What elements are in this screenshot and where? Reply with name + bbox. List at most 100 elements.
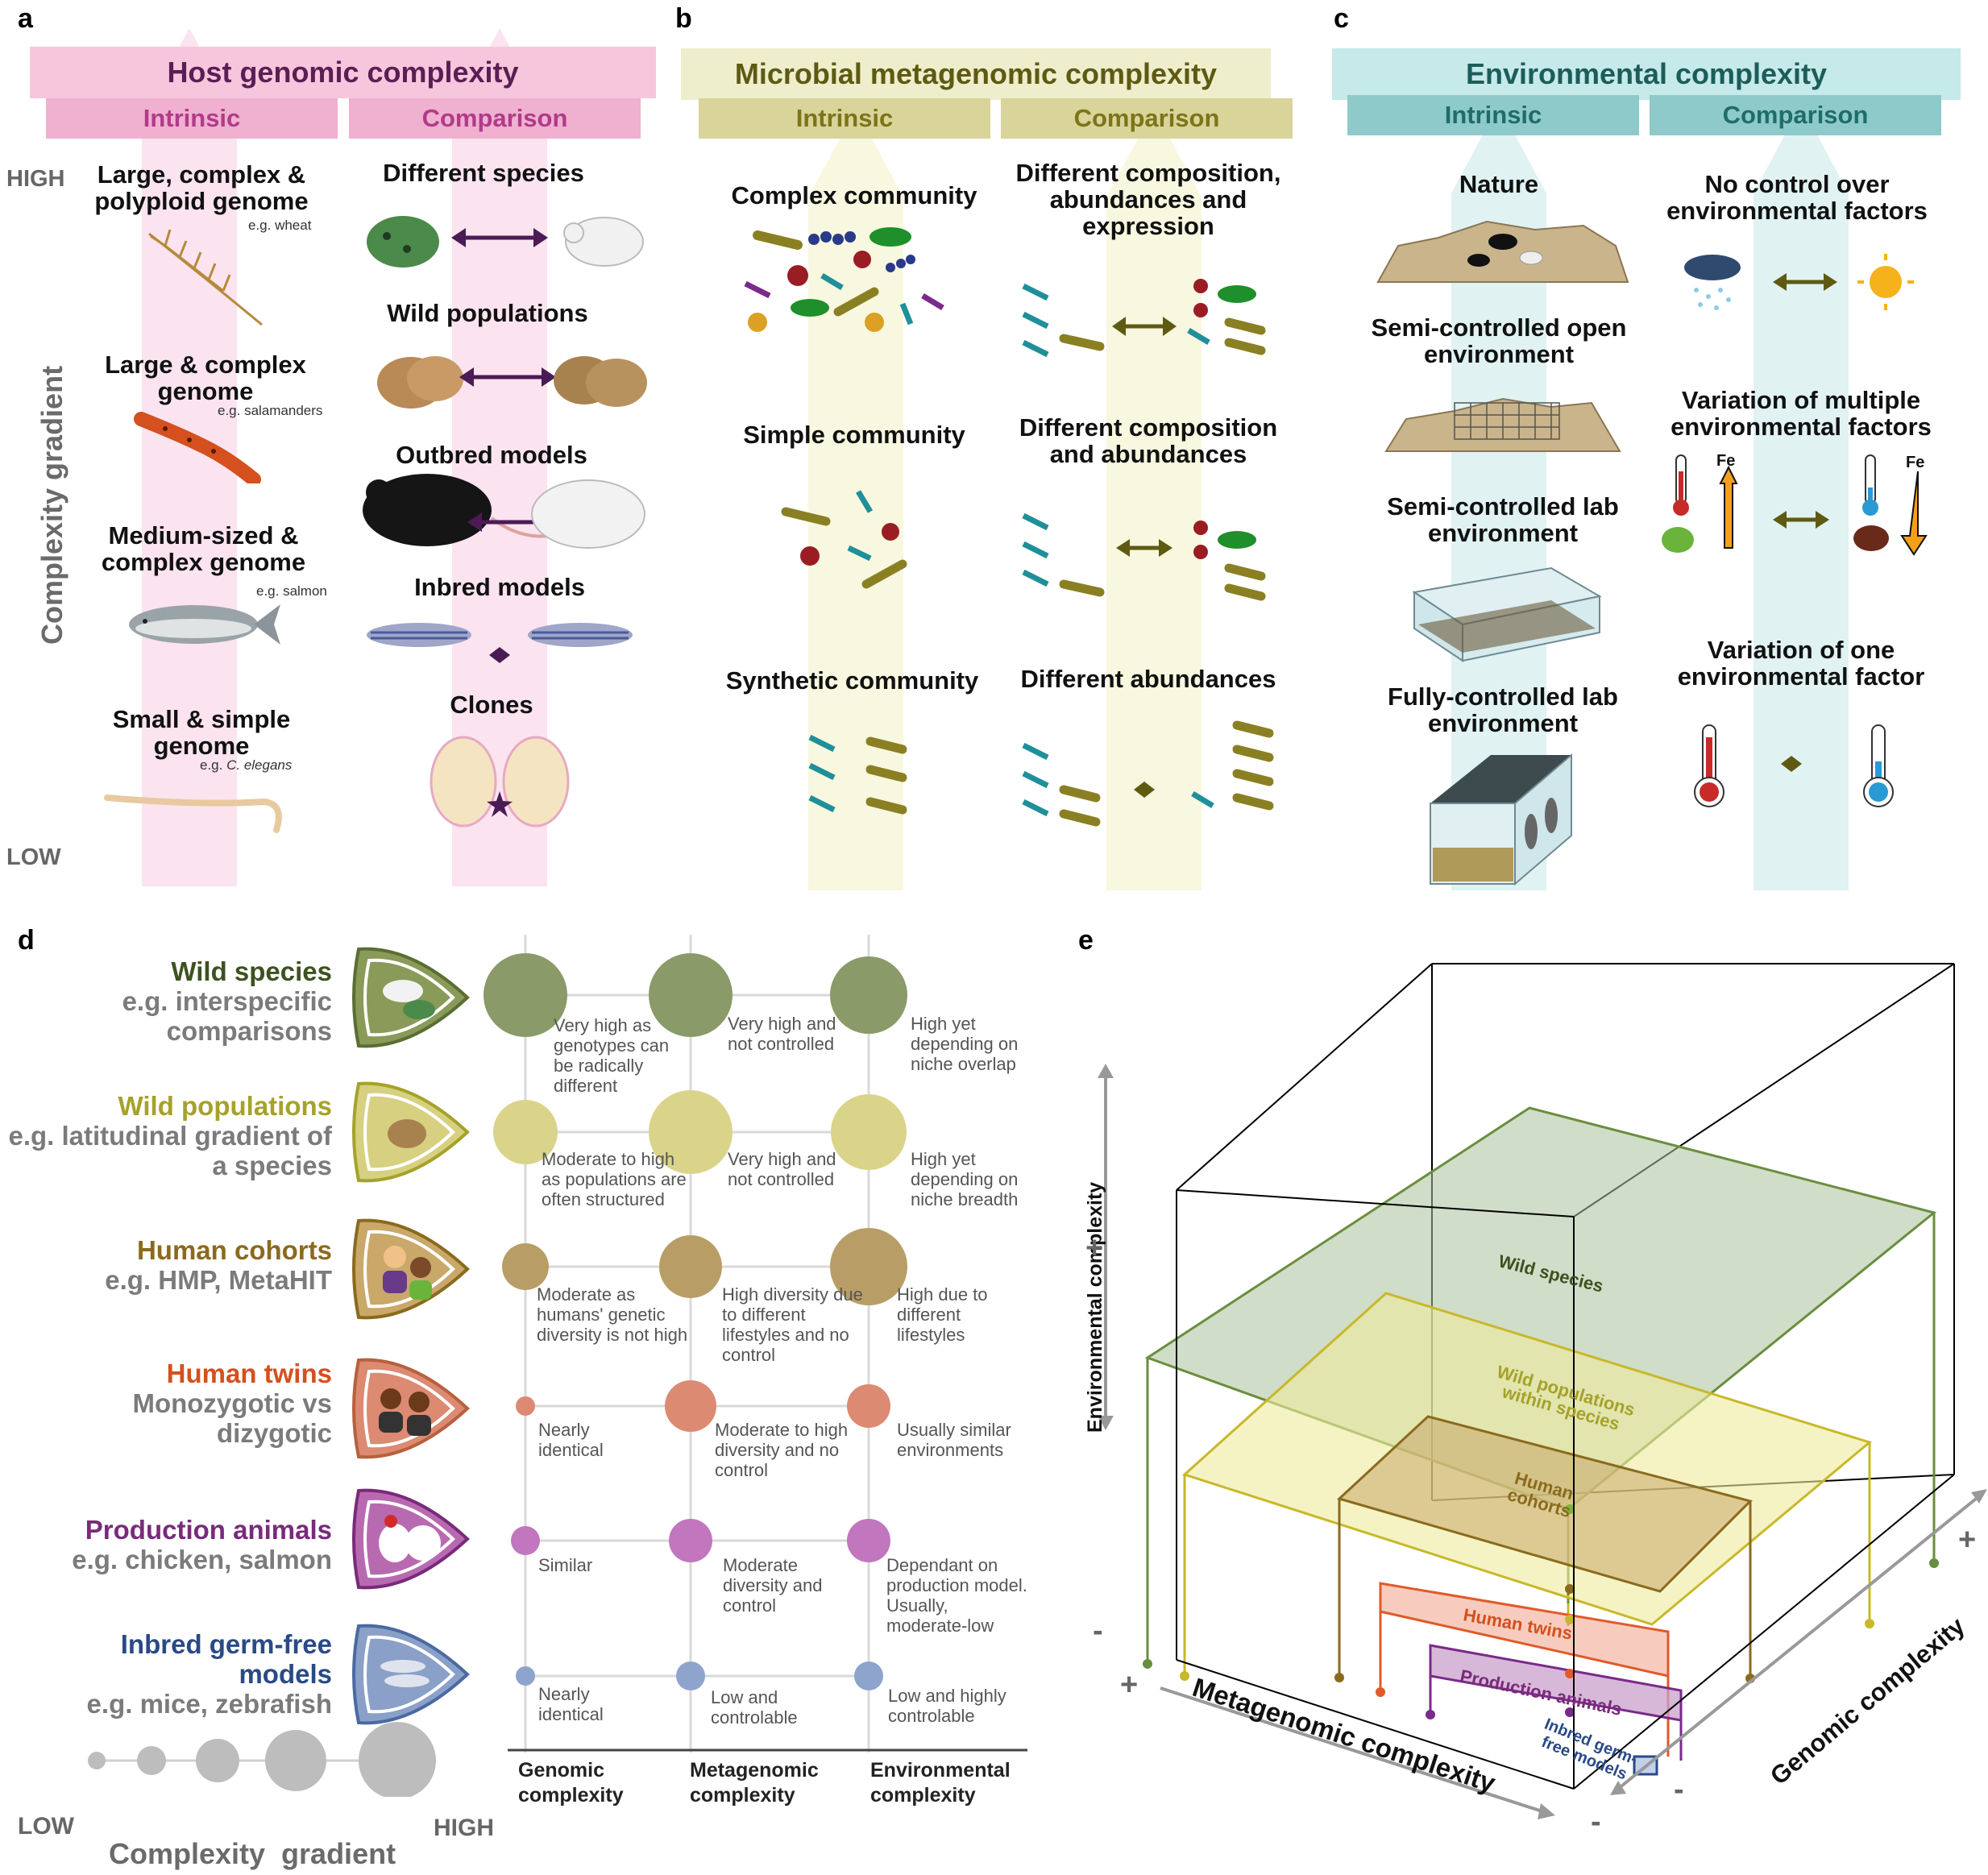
panel-label-e: e bbox=[1078, 925, 1094, 956]
human-cohorts-shield-icon bbox=[352, 1218, 470, 1320]
comparison-gradient-arrow bbox=[452, 28, 547, 886]
bubble-human-cohorts-environmental bbox=[830, 1228, 907, 1305]
host-intrinsic-header: Intrinsic bbox=[46, 98, 338, 139]
bubble-wild-species-environmental bbox=[830, 956, 907, 1034]
bubble-wild-species-metagenomic bbox=[649, 953, 733, 1037]
row-title: Wild populations bbox=[118, 1091, 333, 1121]
row-wild-species-title: Wild species e.g. interspecific comparis… bbox=[66, 956, 332, 1046]
host-intrinsic-item-3: Medium-sized & complex genome bbox=[101, 521, 306, 576]
environmental-intrinsic-arrow bbox=[1451, 105, 1546, 890]
row-subtitle: e.g. HMP, MetaHIT bbox=[105, 1265, 332, 1295]
note-wild-species-environmental: High yet depending on niche overlap bbox=[911, 1014, 1019, 1074]
host-intrinsic-item-1: Large, complex & polyploid genome bbox=[94, 160, 309, 215]
env-comparison-item-2: Variation of multiple environmental fact… bbox=[1671, 386, 1932, 441]
rain-vs-sun-icon bbox=[1684, 254, 1914, 310]
panel-label-c: c bbox=[1334, 3, 1349, 34]
environmental-comparison-arrow bbox=[1754, 105, 1849, 890]
note-inbred-metagenomic: Low and controlable bbox=[711, 1687, 798, 1728]
gen-plus: + bbox=[1958, 1523, 1977, 1557]
legend-high-label: HIGH bbox=[434, 1815, 494, 1841]
column-genomic-complexity: Genomic complexity bbox=[518, 1759, 624, 1807]
host-comparison-item-4: Inbred models bbox=[414, 573, 585, 601]
row-wild-populations-title: Wild populations e.g. latitudinal gradie… bbox=[0, 1091, 332, 1180]
inbred-germ-free-shield-icon bbox=[352, 1624, 470, 1725]
note-wild-species-genomic: Very high as genotypes can be radically … bbox=[554, 1015, 670, 1096]
meta-intrinsic-item-1: Complex community bbox=[731, 181, 977, 209]
env-intrinsic-item-3: Semi-controlled lab environment bbox=[1387, 492, 1619, 547]
host-intrinsic-eg-1: e.g. wheat bbox=[248, 218, 312, 233]
note-inbred-environmental: Low and highly controlable bbox=[888, 1686, 1006, 1726]
complexity-gradient-legend bbox=[88, 1722, 436, 1797]
simple-community-icon bbox=[781, 490, 907, 589]
note-production-animals-genomic: Similar bbox=[538, 1555, 593, 1575]
env-intrinsic-item-4: Fully-controlled lab environment bbox=[1388, 682, 1618, 737]
semi-controlled-lab-icon bbox=[1412, 566, 1602, 662]
metagenomic-intrinsic-arrow bbox=[808, 109, 903, 890]
env-comparison-header: Comparison bbox=[1650, 95, 1941, 135]
bubble-human-twins-environmental bbox=[847, 1384, 890, 1428]
env-plus: + bbox=[1085, 1231, 1104, 1265]
panel-label-d: d bbox=[18, 925, 35, 956]
row-human-cohorts-title: Human cohorts e.g. HMP, MetaHIT bbox=[105, 1235, 332, 1295]
legend-low-label: LOW bbox=[18, 1813, 74, 1840]
row-title: Production animals bbox=[85, 1515, 332, 1545]
note-production-animals-metagenomic: Moderate diversity and control bbox=[723, 1555, 823, 1616]
row-title: Inbred germ-free models bbox=[120, 1629, 332, 1689]
host-intrinsic-item-2: Large & complex genome bbox=[105, 351, 306, 405]
host-comparison-item-5: Clones bbox=[450, 691, 533, 719]
env-comparison-item-1: No control over environmental factors bbox=[1666, 170, 1928, 225]
meta-minus: - bbox=[1591, 1805, 1601, 1839]
salamander-icon bbox=[134, 412, 261, 483]
meta-intrinsic-item-3: Synthetic community bbox=[725, 666, 979, 695]
complexity-cube-diagram bbox=[1098, 963, 1987, 1819]
host-comparison-header: Comparison bbox=[349, 98, 641, 139]
meta-comparison-item-3: Different abundances bbox=[1020, 665, 1276, 693]
environmental-complexity-axis-label: Environmental complexity bbox=[1084, 1181, 1106, 1433]
semi-controlled-open-icon bbox=[1384, 397, 1621, 452]
d-bubbles bbox=[484, 953, 907, 1690]
fully-controlled-lab-icon bbox=[1430, 753, 1572, 886]
multi-factor-variation-icon: Fe Fe bbox=[1662, 452, 1928, 556]
composition-abundance-expression-comparison-icon bbox=[1022, 279, 1266, 358]
row-subtitle: e.g. mice, zebrafish bbox=[86, 1689, 332, 1719]
bubble-wild-species-genomic bbox=[484, 953, 567, 1037]
note-human-twins-genomic: Nearly identical bbox=[538, 1420, 604, 1460]
bubble-production-animals-genomic bbox=[511, 1526, 540, 1555]
microbial-metagenomic-complexity-banner: Microbial metagenomic complexity bbox=[681, 48, 1271, 100]
bubble-wild-populations-metagenomic bbox=[649, 1090, 733, 1174]
row-title: Human twins bbox=[166, 1359, 332, 1388]
bubble-production-animals-metagenomic bbox=[669, 1519, 712, 1562]
clones-daphnia-icon bbox=[430, 736, 570, 828]
bubble-wild-populations-environmental bbox=[831, 1094, 907, 1170]
meta-comparison-header: Comparison bbox=[1001, 98, 1293, 139]
host-comparison-item-2: Wild populations bbox=[387, 299, 588, 327]
zebrafish-icon bbox=[367, 623, 633, 663]
complexity-gradient-label: Complexity gradient bbox=[35, 365, 68, 645]
env-intrinsic-item-1: Nature bbox=[1459, 170, 1539, 198]
note-human-cohorts-metagenomic: High diversity due to different lifestyl… bbox=[722, 1284, 863, 1365]
meta-comparison-item-1: Different composition, abundances and ex… bbox=[1015, 159, 1281, 240]
note-wild-populations-metagenomic: Very high and not controlled bbox=[728, 1149, 836, 1189]
bubble-inbred-genomic bbox=[516, 1666, 535, 1686]
one-factor-variation-icon bbox=[1694, 724, 1894, 807]
row-subtitle: e.g. chicken, salmon bbox=[72, 1545, 332, 1574]
note-wild-populations-environmental: High yet depending on niche breadth bbox=[911, 1149, 1019, 1209]
meta-intrinsic-item-2: Simple community bbox=[743, 421, 965, 449]
wheat-icon bbox=[148, 230, 263, 326]
note-wild-populations-genomic: Moderate to high as populations are ofte… bbox=[542, 1149, 687, 1209]
bubble-production-animals-environmental bbox=[847, 1519, 890, 1562]
panel-label-a: a bbox=[18, 3, 33, 34]
host-comparison-item-3: Outbred models bbox=[396, 441, 587, 469]
metagenomic-comparison-arrow bbox=[1106, 109, 1202, 890]
host-intrinsic-item-4: Small & simple genome bbox=[112, 705, 291, 760]
env-intrinsic-header: Intrinsic bbox=[1347, 95, 1639, 135]
bubble-human-cohorts-metagenomic bbox=[659, 1235, 722, 1298]
host-genomic-complexity-banner: Host genomic complexity bbox=[30, 47, 656, 98]
panel-label-b: b bbox=[675, 3, 692, 34]
human-twins-shield-icon bbox=[352, 1358, 470, 1459]
high-label: HIGH bbox=[6, 166, 65, 192]
bubble-human-twins-genomic bbox=[516, 1396, 535, 1416]
env-intrinsic-item-2: Semi-controlled open environment bbox=[1371, 313, 1627, 368]
c-elegans-icon bbox=[104, 794, 282, 833]
birds-comparison-icon bbox=[377, 356, 647, 409]
